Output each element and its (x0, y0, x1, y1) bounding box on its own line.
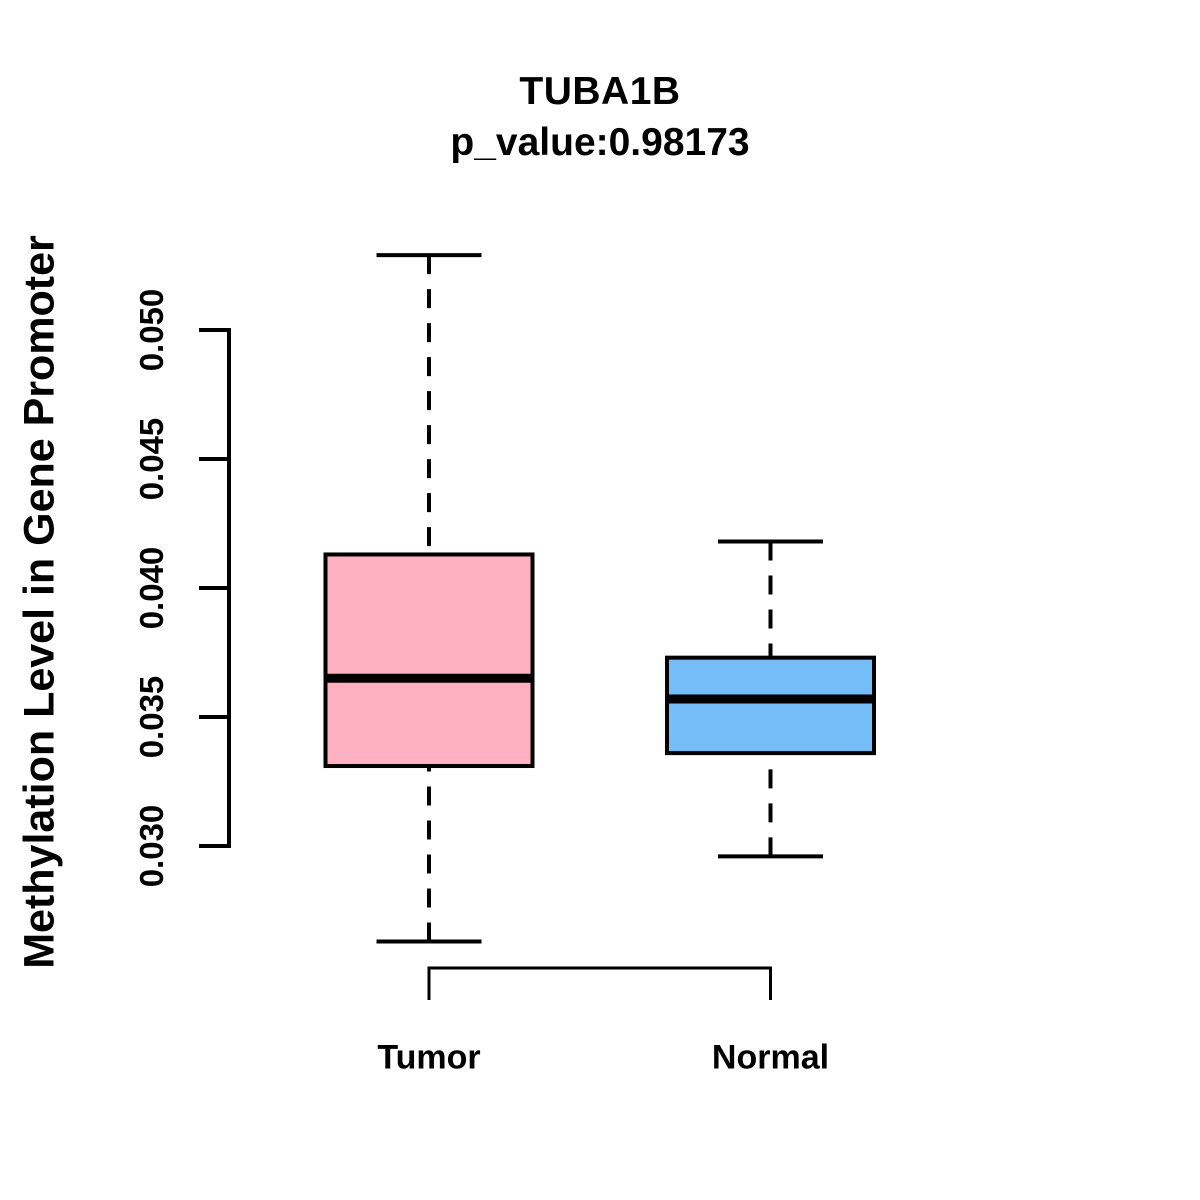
y-tick-label-0.045: 0.045 (133, 417, 170, 501)
chart-subtitle-pvalue: p_value:0.98173 (450, 121, 750, 164)
tumor-box (323, 552, 535, 769)
normal-box (665, 655, 876, 756)
x-category-label-normal: Normal (711, 1038, 830, 1077)
y-tick-label-0.050: 0.050 (133, 288, 170, 372)
y-tick-label-0.030: 0.030 (133, 804, 170, 888)
chart-title: TUBA1B (519, 70, 681, 113)
x-category-label-tumor: Tumor (377, 1038, 481, 1077)
group-comparison-bracket (427, 966, 772, 1000)
y-tick-label-0.035: 0.035 (133, 675, 170, 759)
y-tick-label-0.040: 0.040 (133, 546, 170, 630)
